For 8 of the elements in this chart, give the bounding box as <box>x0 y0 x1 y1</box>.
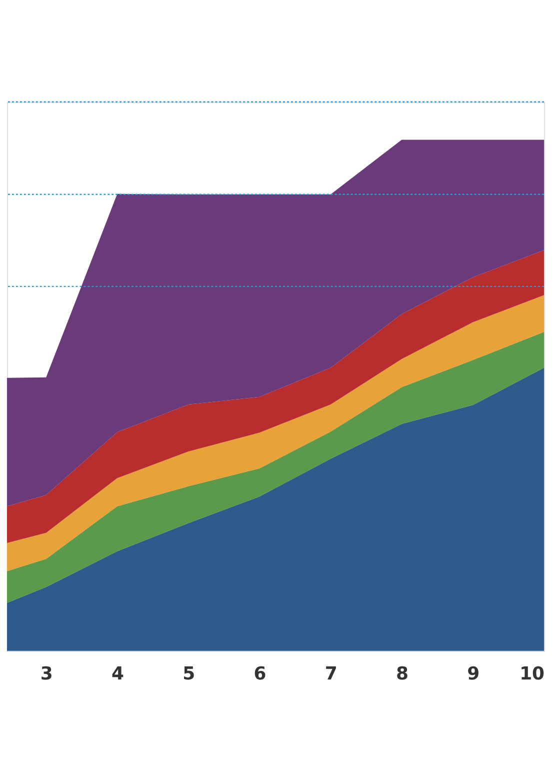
x-tick-label: 6 <box>254 663 266 684</box>
x-tick-label: 7 <box>324 663 338 684</box>
x-tick-label: 5 <box>182 663 196 684</box>
x-tick-label: 9 <box>467 663 480 684</box>
x-tick-label: 10 <box>520 663 545 684</box>
x-tick-label: 3 <box>40 663 53 684</box>
x-tick-label: 4 <box>111 663 124 684</box>
x-tick-label: 8 <box>396 663 409 684</box>
